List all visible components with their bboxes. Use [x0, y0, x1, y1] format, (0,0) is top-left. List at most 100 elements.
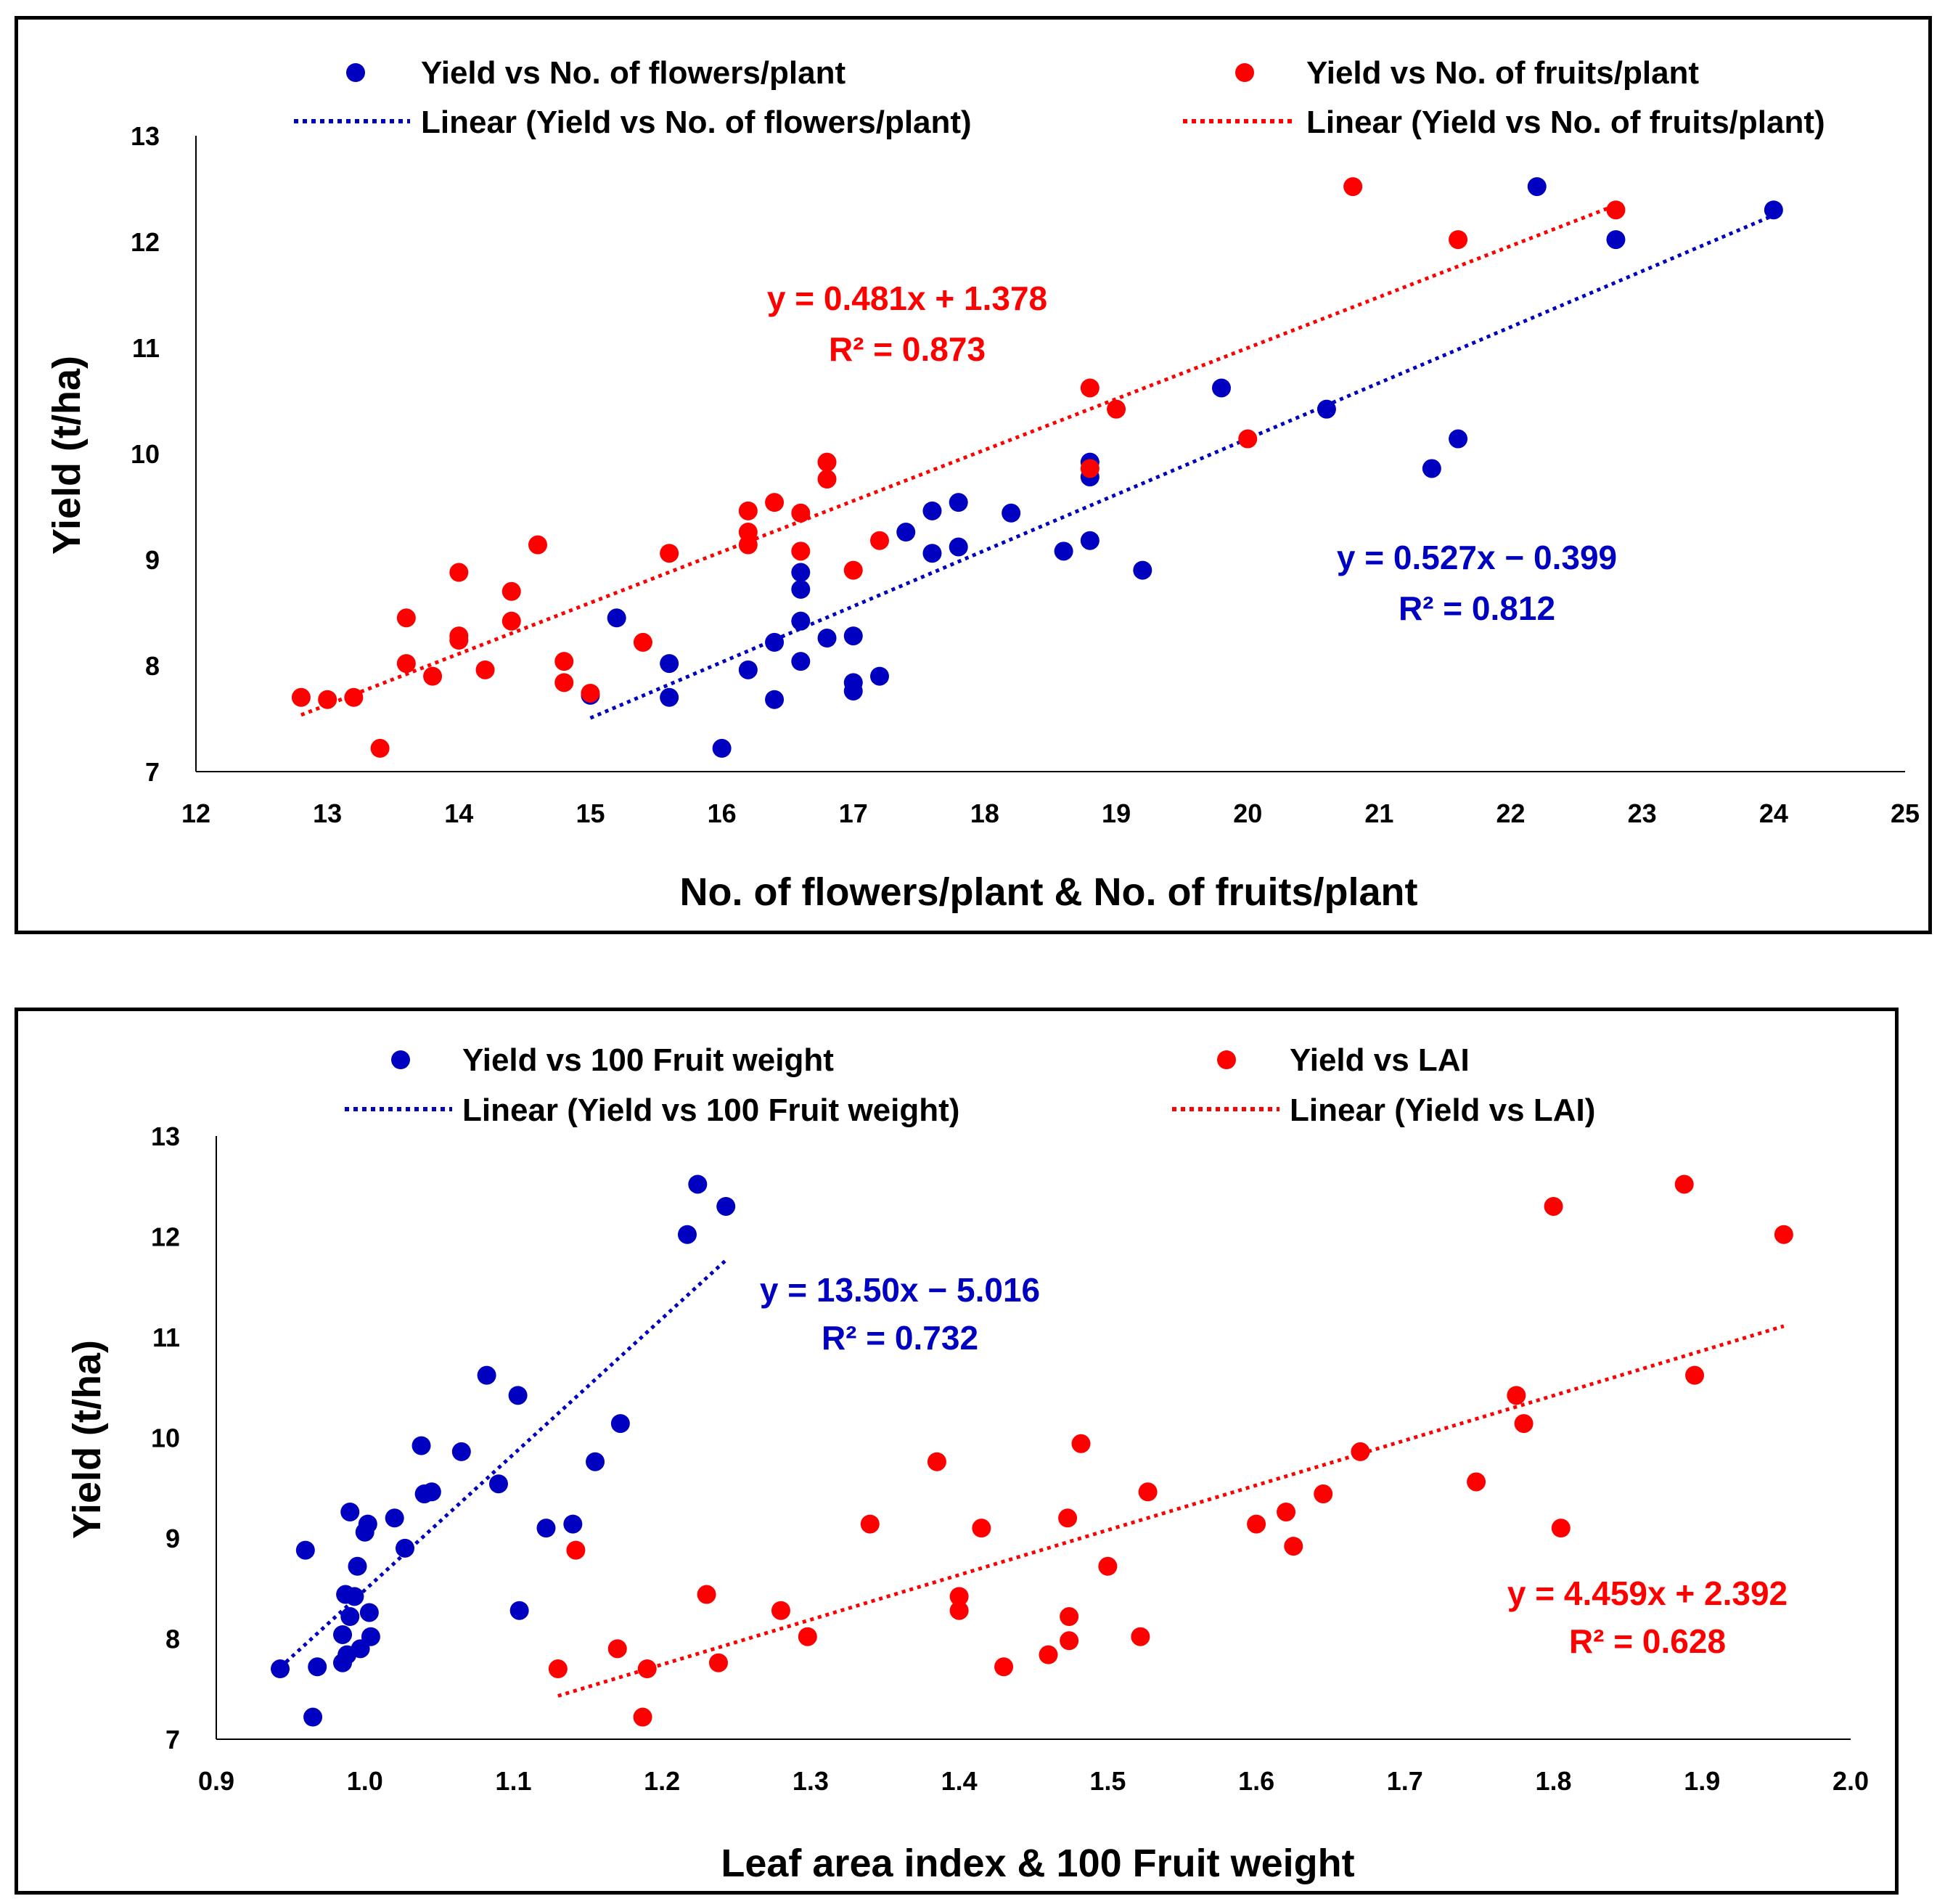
data-point-red — [1238, 429, 1258, 449]
data-point-red — [637, 1659, 657, 1679]
data-point-red — [817, 452, 837, 472]
data-point-red — [738, 535, 758, 555]
data-point-blue — [536, 1519, 556, 1538]
x-tick-label: 17 — [839, 798, 868, 828]
data-point-blue — [1422, 459, 1441, 478]
data-point-blue — [563, 1514, 583, 1534]
y-tick-label: 12 — [151, 1222, 180, 1252]
data-point-blue — [870, 666, 889, 686]
data-point-red — [843, 560, 863, 580]
data-point-red — [318, 690, 337, 709]
x-tick-label: 1.3 — [793, 1766, 829, 1796]
data-point-red — [1107, 399, 1126, 419]
data-point-blue — [765, 632, 785, 652]
data-point-blue — [949, 493, 968, 512]
data-point-red — [697, 1585, 716, 1604]
data-point-red — [554, 652, 574, 671]
x-tick-label: 1.4 — [941, 1766, 978, 1796]
data-point-blue — [1133, 560, 1152, 580]
y-tick-label: 13 — [131, 121, 160, 151]
data-point-red — [738, 501, 758, 520]
data-point-blue — [295, 1540, 315, 1560]
legend-label-trend-fruits: Linear (Yield vs No. of fruits/plant) — [1306, 105, 1825, 140]
data-point-red — [994, 1657, 1014, 1677]
data-point-blue — [303, 1707, 323, 1727]
data-point-blue — [738, 660, 758, 679]
data-point-red — [370, 738, 390, 758]
y-axis-title: Yield (t/ha) — [65, 1340, 109, 1539]
x-tick-label: 1.8 — [1536, 1766, 1572, 1796]
data-points — [271, 1174, 1793, 1727]
data-point-blue — [509, 1601, 529, 1620]
data-point-red — [566, 1540, 586, 1560]
data-point-red — [475, 660, 495, 679]
data-point-red — [771, 1601, 790, 1620]
y-axis-title: Yield (t/ha) — [45, 356, 89, 555]
chart-panel-bottom: 7 8 9 10 11 12 13 0.9 1.0 1.1 1.2 1.3 1.4 1.5 1.6 1.7 1… — [15, 1008, 1899, 1895]
data-point-blue — [949, 537, 968, 557]
legend-label-trend-flowers: Linear (Yield vs No. of flowers/plant) — [421, 105, 972, 140]
x-tick-label: 21 — [1364, 798, 1393, 828]
data-point-red — [554, 673, 574, 692]
y-tick-labels: 7 8 9 10 11 12 13 — [151, 1121, 180, 1754]
data-points — [291, 177, 1783, 758]
data-point-red — [1351, 1442, 1370, 1461]
data-point-red — [1039, 1645, 1058, 1664]
y-tick-label: 11 — [132, 333, 160, 363]
legend-label-lai: Yield vs LAI — [1290, 1042, 1470, 1078]
data-point-blue — [340, 1502, 360, 1521]
data-point-blue — [1054, 542, 1073, 561]
x-tick-label: 22 — [1496, 798, 1526, 828]
y-tick-label: 10 — [131, 439, 160, 469]
data-point-red — [501, 581, 521, 601]
legend-marker-flowers — [346, 63, 365, 82]
data-point-blue — [922, 501, 942, 520]
x-tick-label: 20 — [1233, 798, 1262, 828]
legend-label-trend-fruit-weight: Linear (Yield vs 100 Fruit weight) — [462, 1092, 959, 1128]
trend-line-red — [557, 1324, 1785, 1698]
data-point-blue — [896, 523, 916, 542]
data-point-red — [548, 1659, 568, 1679]
data-point-red — [1606, 200, 1626, 220]
data-point-red — [1060, 1631, 1079, 1651]
data-point-blue — [791, 563, 811, 582]
data-point-red — [1449, 230, 1468, 250]
data-point-red — [1507, 1386, 1526, 1405]
equation-fruit-weight: y = 13.50x − 5.016 — [760, 1271, 1040, 1309]
x-tick-labels: 12 13 14 15 16 17 18 19 20 21 22 23 24 25 — [181, 798, 1920, 828]
data-point-blue — [660, 687, 679, 707]
x-tick-labels: 0.9 1.0 1.1 1.2 1.3 1.4 1.5 1.6 1.7 1.8 1.9 2.0 — [198, 1766, 1869, 1796]
y-tick-label: 9 — [165, 1524, 180, 1553]
x-tick-label: 1.9 — [1684, 1766, 1720, 1796]
x-tick-label: 18 — [970, 798, 999, 828]
x-axis-title: Leaf area index & 100 Fruit weight — [721, 1842, 1354, 1885]
x-tick-label: 23 — [1628, 798, 1657, 828]
data-point-red — [528, 535, 547, 555]
legend-marker-fruit-weight — [391, 1050, 410, 1069]
data-point-red — [291, 687, 311, 707]
data-point-red — [1071, 1434, 1091, 1453]
data-point-red — [1247, 1514, 1266, 1534]
x-tick-label: 12 — [181, 798, 210, 828]
chart-panel-top: 7 8 9 10 11 12 13 12 13 14 15 16 17 18 19 20 21 22 23 24 25… — [15, 16, 1932, 934]
x-tick-label: 1.5 — [1089, 1766, 1126, 1796]
trend-line-blue — [279, 1259, 727, 1669]
data-point-blue — [1212, 378, 1231, 398]
data-point-red — [1674, 1174, 1694, 1194]
data-point-blue — [817, 629, 837, 648]
r2-fruits: R² = 0.873 — [829, 330, 986, 368]
chart-svg-bottom: 7 8 9 10 11 12 13 0.9 1.0 1.1 1.2 1.3 1.4 1.5 1.6 1.7 1… — [65, 1042, 1869, 1885]
data-point-red — [396, 654, 416, 674]
data-point-blue — [359, 1603, 379, 1622]
x-tick-label: 2.0 — [1833, 1766, 1869, 1796]
y-tick-label: 8 — [145, 651, 160, 681]
data-point-blue — [508, 1386, 528, 1405]
data-point-red — [860, 1514, 880, 1534]
x-tick-label: 24 — [1759, 798, 1788, 828]
data-point-blue — [477, 1365, 496, 1385]
data-point-blue — [396, 1538, 415, 1558]
x-tick-label: 19 — [1102, 798, 1131, 828]
data-point-red — [817, 470, 837, 489]
data-point-blue — [716, 1196, 736, 1216]
x-tick-label: 1.7 — [1387, 1766, 1423, 1796]
